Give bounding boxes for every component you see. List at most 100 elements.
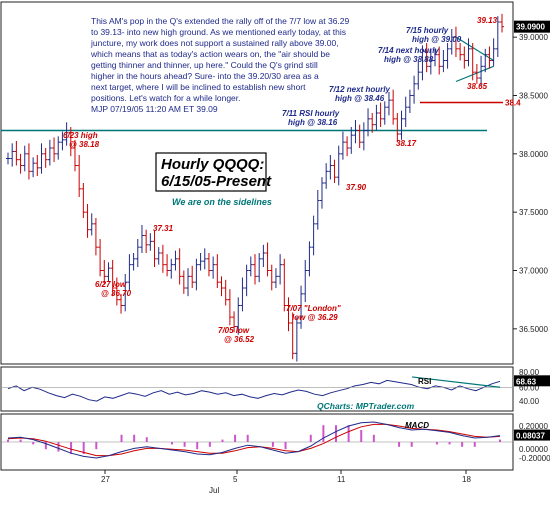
rsi-line xyxy=(7,379,501,402)
annotation-label: 6/23 high xyxy=(63,131,98,140)
price-bar xyxy=(131,253,136,271)
annotation-label: 7/07 "London" xyxy=(286,304,341,313)
rsi-label: RSI xyxy=(418,377,431,386)
price-bar xyxy=(194,258,199,291)
annotation-label-line2: @ 36.70 xyxy=(101,289,132,298)
rsi-tick-label: 40.00 xyxy=(519,397,540,406)
price-bar xyxy=(332,159,337,183)
price-bar xyxy=(106,262,111,283)
price-bar xyxy=(374,104,379,131)
price-bar xyxy=(294,317,299,362)
macd-series: 0.20000 -0.20000 0.08037 0.00000 xyxy=(1,421,550,463)
price-bar xyxy=(56,136,61,160)
price-bars xyxy=(6,13,504,362)
price-bar xyxy=(391,89,396,125)
price-bar xyxy=(500,13,504,33)
price-bar xyxy=(244,264,249,297)
price-bar xyxy=(144,229,149,253)
price-bar xyxy=(299,285,304,329)
price-bar xyxy=(139,225,144,253)
price-bar xyxy=(39,143,44,174)
last-price-badge xyxy=(514,20,550,33)
annotation-label: 7/05 low xyxy=(218,326,250,335)
commentary-line-7: next target, where I will be inclined to… xyxy=(91,82,306,92)
price-bar xyxy=(290,312,295,360)
annotation-label-line2: high @ 38.88 xyxy=(384,55,434,64)
commentary-line-8: positions. Let's watch for a while longe… xyxy=(91,93,241,103)
price-bar xyxy=(152,230,157,267)
x-month-label: Jul xyxy=(209,486,219,495)
price-bar xyxy=(303,260,308,302)
macd-tick-label: 0.20000 xyxy=(519,422,548,431)
price-bar xyxy=(449,29,454,55)
price-bar xyxy=(474,64,479,84)
price-axis: 36.5000 37.0000 37.5000 38.0000 38.5000 39.00… xyxy=(505,20,550,334)
commentary-line-1: This AM's pop in the Q's extended the ra… xyxy=(91,16,350,26)
price-bar xyxy=(165,254,170,277)
annotation-label: 37.31 xyxy=(153,224,174,233)
macd-line xyxy=(7,421,501,459)
price-tick-label: 37.5000 xyxy=(519,208,548,217)
price-bar xyxy=(114,277,119,306)
price-bar xyxy=(386,92,391,116)
x-tick-label: 11 xyxy=(337,475,346,484)
commentary-line-9: MJP 07/19/05 11:20 AM ET 39.09 xyxy=(91,104,218,114)
price-bar xyxy=(491,38,496,67)
rsi-top-label: 80.00 xyxy=(519,368,540,377)
price-bar xyxy=(407,89,412,113)
x-tick-label: 27 xyxy=(101,475,110,484)
price-bar xyxy=(215,254,220,288)
price-bar xyxy=(219,276,224,297)
commentary-line-5: getting thinner and thinner, up here." C… xyxy=(91,60,318,70)
price-bar xyxy=(43,148,48,168)
rsi-tick-label: 60.00 xyxy=(519,383,540,392)
x-tick-label: 5 xyxy=(233,475,238,484)
macd-last-badge xyxy=(514,429,550,441)
price-bar xyxy=(148,233,153,251)
price-bar xyxy=(282,258,287,312)
price-bar xyxy=(253,254,257,285)
price-bar xyxy=(173,250,178,271)
macd-tick-label: -0.20000 xyxy=(519,454,550,463)
macd-label: MACD xyxy=(405,421,429,430)
price-bar xyxy=(441,50,446,73)
x-axis: 27 5 11 18 Jul xyxy=(101,470,471,495)
price-bar xyxy=(227,289,232,326)
price-bar xyxy=(169,258,174,279)
price-bar xyxy=(424,43,429,73)
annotations: 6/23 high@ 38.18 37.31 6/27 low@ 36.70 7/05… xyxy=(63,16,498,344)
price-bar xyxy=(311,215,316,256)
price-bar xyxy=(345,136,350,157)
price-bar xyxy=(428,50,433,75)
price-bar xyxy=(412,75,417,104)
price-bar xyxy=(416,61,421,90)
annotation-label-line2: high @ 39.00 xyxy=(412,35,462,44)
annotation-label: 7/11 RSI hourly xyxy=(282,109,340,118)
price-bar xyxy=(81,183,86,218)
watermark: QCharts: MPTrader.com xyxy=(317,401,415,411)
price-bar xyxy=(68,127,73,157)
price-bar xyxy=(156,247,161,265)
price-bar xyxy=(127,254,132,291)
wedge-upper-line xyxy=(455,36,494,62)
price-bar xyxy=(420,45,425,81)
price-bar xyxy=(357,124,362,148)
price-bar xyxy=(340,131,345,160)
price-bar xyxy=(85,204,90,238)
chart-subtitle: 6/15/05-Present xyxy=(161,173,272,190)
price-bar xyxy=(64,122,69,146)
price-bar xyxy=(278,254,283,285)
annotation-label: 7/15 hourly xyxy=(406,26,449,35)
price-bar xyxy=(399,110,404,140)
price-bar xyxy=(483,48,488,73)
macd-last-label: 0.08037 xyxy=(516,432,545,441)
price-bar xyxy=(336,145,341,186)
price-bar xyxy=(177,248,182,285)
price-bar xyxy=(31,157,36,178)
price-bar xyxy=(257,253,262,283)
annotation-label: 39.13 xyxy=(477,16,498,25)
price-bar xyxy=(445,43,450,69)
level-lines xyxy=(1,36,503,132)
price-bar xyxy=(370,113,375,133)
